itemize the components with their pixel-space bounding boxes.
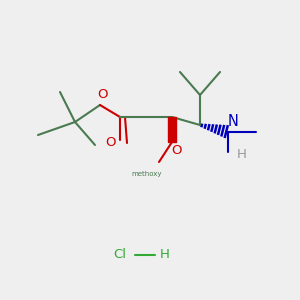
Text: O: O [105,136,115,149]
Text: H: H [237,148,247,160]
Text: O: O [98,88,108,101]
Text: methoxy: methoxy [132,171,162,177]
Text: H: H [160,248,170,262]
Text: O: O [172,143,182,157]
Polygon shape [168,117,176,142]
Text: Cl: Cl [113,248,127,262]
Text: N: N [228,115,238,130]
